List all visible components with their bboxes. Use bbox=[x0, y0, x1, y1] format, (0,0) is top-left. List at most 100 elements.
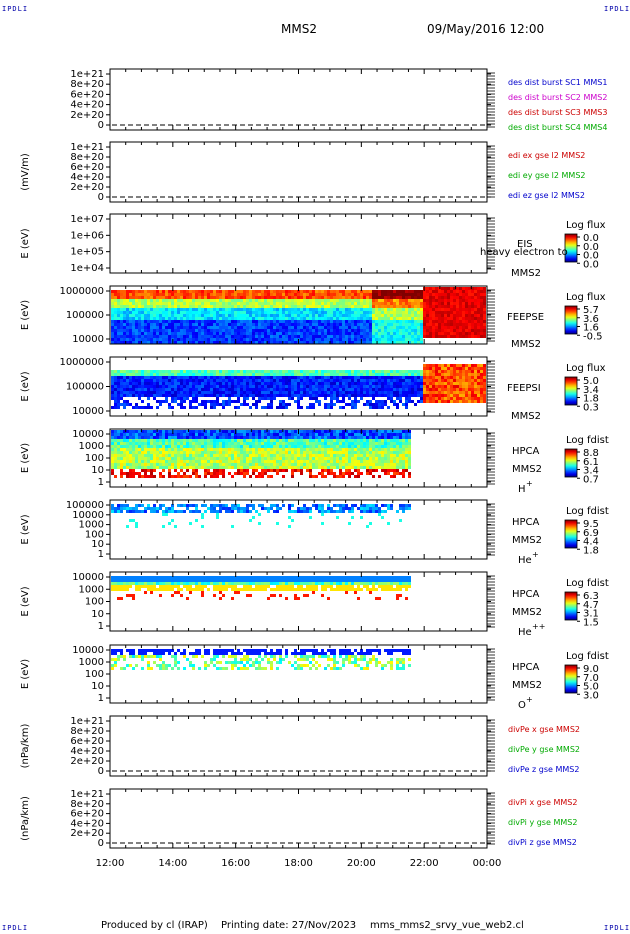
heatmap-cell bbox=[315, 329, 318, 332]
heatmap-cell bbox=[276, 460, 279, 463]
heatmap-cell bbox=[234, 391, 237, 394]
heatmap-cell bbox=[399, 335, 402, 338]
heatmap-cell bbox=[309, 323, 312, 326]
heatmap-cell bbox=[147, 439, 150, 442]
heatmap-cell bbox=[114, 430, 117, 433]
heatmap-cell bbox=[273, 436, 276, 439]
heatmap-cell bbox=[285, 341, 288, 344]
heatmap-cell bbox=[399, 329, 402, 332]
heatmap-cell bbox=[483, 323, 486, 326]
heatmap-cell bbox=[135, 293, 138, 296]
heatmap-cell bbox=[294, 323, 297, 326]
heatmap-cell bbox=[150, 382, 153, 385]
heatmap-cell bbox=[255, 376, 258, 379]
heatmap-cell bbox=[477, 311, 480, 314]
heatmap-cell bbox=[255, 430, 258, 433]
heatmap-cell bbox=[372, 326, 375, 329]
heatmap-cell bbox=[222, 323, 225, 326]
heatmap-cell bbox=[360, 394, 363, 397]
heatmap-cell bbox=[123, 382, 126, 385]
instrument-sublabel: heavy electron to bbox=[480, 247, 568, 258]
heatmap-cell bbox=[390, 338, 393, 341]
heatmap-cell bbox=[417, 376, 420, 379]
heatmap-cell bbox=[468, 397, 471, 400]
heatmap-cell bbox=[174, 302, 177, 305]
heatmap-cell bbox=[129, 445, 132, 448]
heatmap-cell bbox=[219, 469, 222, 472]
heatmap-cell bbox=[450, 397, 453, 400]
heatmap-cell bbox=[114, 466, 117, 469]
heatmap-cell bbox=[129, 376, 132, 379]
heatmap-cell bbox=[162, 436, 165, 439]
heatmap-cell bbox=[267, 451, 270, 454]
heatmap-cell bbox=[111, 445, 114, 448]
heatmap-cell bbox=[219, 341, 222, 344]
heatmap-cell bbox=[456, 296, 459, 299]
heatmap-cell bbox=[255, 463, 258, 466]
heatmap-cell bbox=[114, 433, 117, 436]
heatmap-cell bbox=[450, 302, 453, 305]
heatmap-cell bbox=[279, 385, 282, 388]
heatmap-cell bbox=[471, 364, 474, 367]
heatmap-cell bbox=[141, 445, 144, 448]
heatmap-cell bbox=[459, 376, 462, 379]
heatmap-cell bbox=[453, 299, 456, 302]
heatmap-cell bbox=[159, 388, 162, 391]
heatmap-cell bbox=[129, 442, 132, 445]
heatmap-cell bbox=[426, 391, 429, 394]
heatmap-cell bbox=[297, 385, 300, 388]
heatmap-cell bbox=[369, 332, 372, 335]
heatmap-cell bbox=[114, 302, 117, 305]
heatmap-cell bbox=[300, 373, 303, 376]
legend-entry: des dist burst SC3 MMS3 bbox=[508, 108, 607, 117]
heatmap-cell bbox=[147, 326, 150, 329]
heatmap-cell bbox=[285, 335, 288, 338]
heatmap-cell bbox=[123, 445, 126, 448]
heatmap-cell bbox=[114, 460, 117, 463]
heatmap-cell bbox=[429, 305, 432, 308]
heatmap-cell bbox=[426, 287, 429, 290]
heatmap-cell bbox=[117, 296, 120, 299]
heatmap-cell bbox=[366, 385, 369, 388]
heatmap-cell bbox=[183, 406, 186, 409]
heatmap-cell bbox=[384, 400, 387, 403]
heatmap-cell bbox=[171, 311, 174, 314]
heatmap-cell bbox=[111, 466, 114, 469]
heatmap-cell bbox=[255, 332, 258, 335]
heatmap-cell bbox=[435, 397, 438, 400]
heatmap-cell bbox=[405, 394, 408, 397]
heatmap-cell bbox=[228, 338, 231, 341]
heatmap-cell bbox=[177, 302, 180, 305]
heatmap-cell bbox=[144, 472, 147, 475]
heatmap-cell bbox=[165, 305, 168, 308]
heatmap-cell bbox=[363, 382, 366, 385]
heatmap-cell bbox=[162, 391, 165, 394]
heatmap-cell bbox=[231, 323, 234, 326]
heatmap-cell bbox=[447, 299, 450, 302]
heatmap-cell bbox=[228, 385, 231, 388]
heatmap-cell bbox=[339, 296, 342, 299]
heatmap-cell bbox=[381, 332, 384, 335]
heatmap-cell bbox=[336, 376, 339, 379]
y-axis-label: E (eV) bbox=[20, 371, 31, 401]
heatmap-cell bbox=[411, 296, 414, 299]
heatmap-cell bbox=[372, 341, 375, 344]
heatmap-cell bbox=[468, 317, 471, 320]
heatmap-cell bbox=[306, 293, 309, 296]
heatmap-cell bbox=[210, 338, 213, 341]
heatmap-cell bbox=[138, 293, 141, 296]
heatmap-cell bbox=[312, 314, 315, 317]
heatmap-cell bbox=[471, 385, 474, 388]
heatmap-cell bbox=[471, 305, 474, 308]
heatmap-cell bbox=[150, 305, 153, 308]
heatmap-cell bbox=[129, 385, 132, 388]
heatmap-cell bbox=[378, 314, 381, 317]
heatmap-cell bbox=[135, 376, 138, 379]
heatmap-cell bbox=[168, 379, 171, 382]
heatmap-cell bbox=[165, 302, 168, 305]
heatmap-cell bbox=[453, 323, 456, 326]
heatmap-cell bbox=[396, 341, 399, 344]
heatmap-cell bbox=[372, 290, 375, 293]
y-tick-label: 6e+20 bbox=[70, 89, 104, 100]
heatmap-cell bbox=[318, 376, 321, 379]
